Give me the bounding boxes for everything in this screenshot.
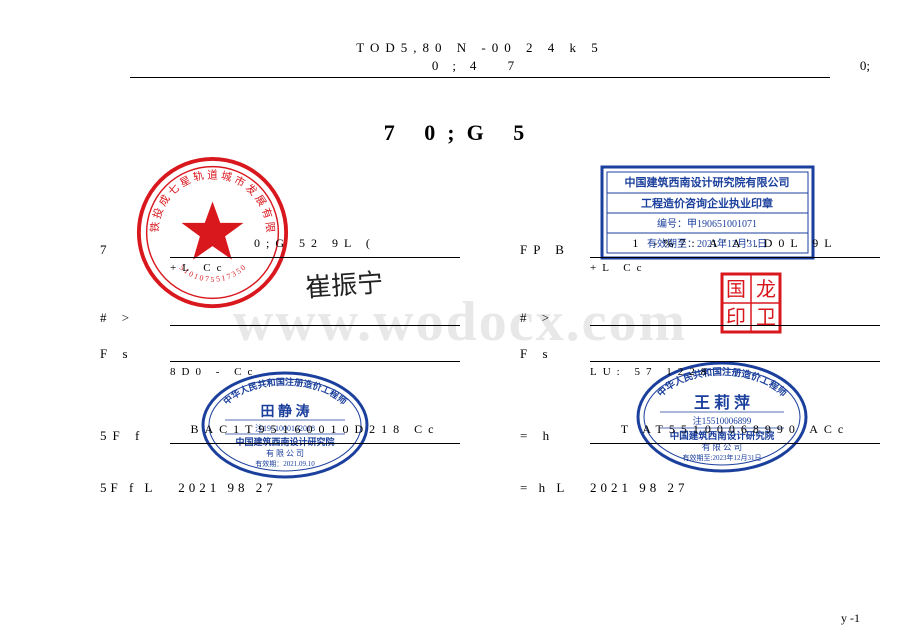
date-label-right: = h L	[520, 480, 568, 495]
svg-text:中国建筑西南设计研究院有限公司: 中国建筑西南设计研究院有限公司	[625, 175, 790, 189]
value-r4: T AT55100068990 ACc	[590, 422, 880, 444]
date-value-right: 2021 98 27	[590, 480, 689, 495]
page-number: y -1	[841, 611, 860, 626]
label-r2: # >	[520, 310, 590, 326]
date-label-left: 5F f L	[100, 480, 157, 495]
row-l1: 7 0;G 52 9L (	[100, 230, 460, 258]
row-r2: # >	[520, 298, 880, 326]
date-value-left: 2021 98 27	[178, 480, 277, 495]
label-l3: F s	[100, 346, 170, 362]
sub-r1: +L Cc	[590, 262, 880, 274]
right-column: FP B 1 -%7: A'A'.D0L 9L +L Cc # > F s LU…	[520, 230, 880, 496]
handwritten-signature: 崔振宁	[304, 262, 384, 304]
label-l2: # >	[100, 310, 170, 326]
label-r4: = h	[520, 428, 590, 444]
value-l3	[170, 340, 460, 362]
header-suffix: 0;	[860, 58, 870, 74]
svg-text:工程造价咨询企业执业印章: 工程造价咨询企业执业印章	[641, 196, 773, 210]
header-line1: TOD5,80 N -00 2 4 k 5	[130, 40, 830, 58]
label-l1: 7	[100, 242, 170, 258]
value-l1: 0;G 52 9L (	[170, 236, 460, 258]
value-r2	[590, 304, 880, 326]
header-line2: 0;4 7	[130, 58, 830, 78]
doc-header: TOD5,80 N -00 2 4 k 5 0;4 7 0;	[130, 40, 830, 78]
left-column: 7 0;G 52 9L ( +L Cc # > F s 8D0 - Cc 5F …	[100, 230, 460, 496]
value-l4: BAC1T95160010D218 Cc	[170, 422, 460, 444]
row-l4: 5F f BAC1T95160010D218 Cc	[100, 416, 460, 444]
value-r3	[590, 340, 880, 362]
row-r4: = h T AT55100068990 ACc	[520, 416, 880, 444]
sub-r3: LU: 57 1228	[590, 366, 880, 378]
sub-l3: 8D0 - Cc	[170, 366, 460, 378]
value-r1: 1 -%7: A'A'.D0L 9L	[590, 236, 880, 258]
row-r3: F s	[520, 334, 880, 362]
label-r1: FP B	[520, 242, 590, 258]
date-left: 5F f L 2021 98 27	[100, 480, 460, 496]
label-l4: 5F f	[100, 428, 170, 444]
row-l2: # >	[100, 298, 460, 326]
svg-text:编号：甲190651001071: 编号：甲190651001071	[657, 217, 757, 230]
row-r1: FP B 1 -%7: A'A'.D0L 9L	[520, 230, 880, 258]
row-l3: F s	[100, 334, 460, 362]
doc-title: 7 0;G 5	[0, 120, 920, 146]
value-l2	[170, 304, 460, 326]
label-r3: F s	[520, 346, 590, 362]
date-right: = h L 2021 98 27	[520, 480, 880, 496]
